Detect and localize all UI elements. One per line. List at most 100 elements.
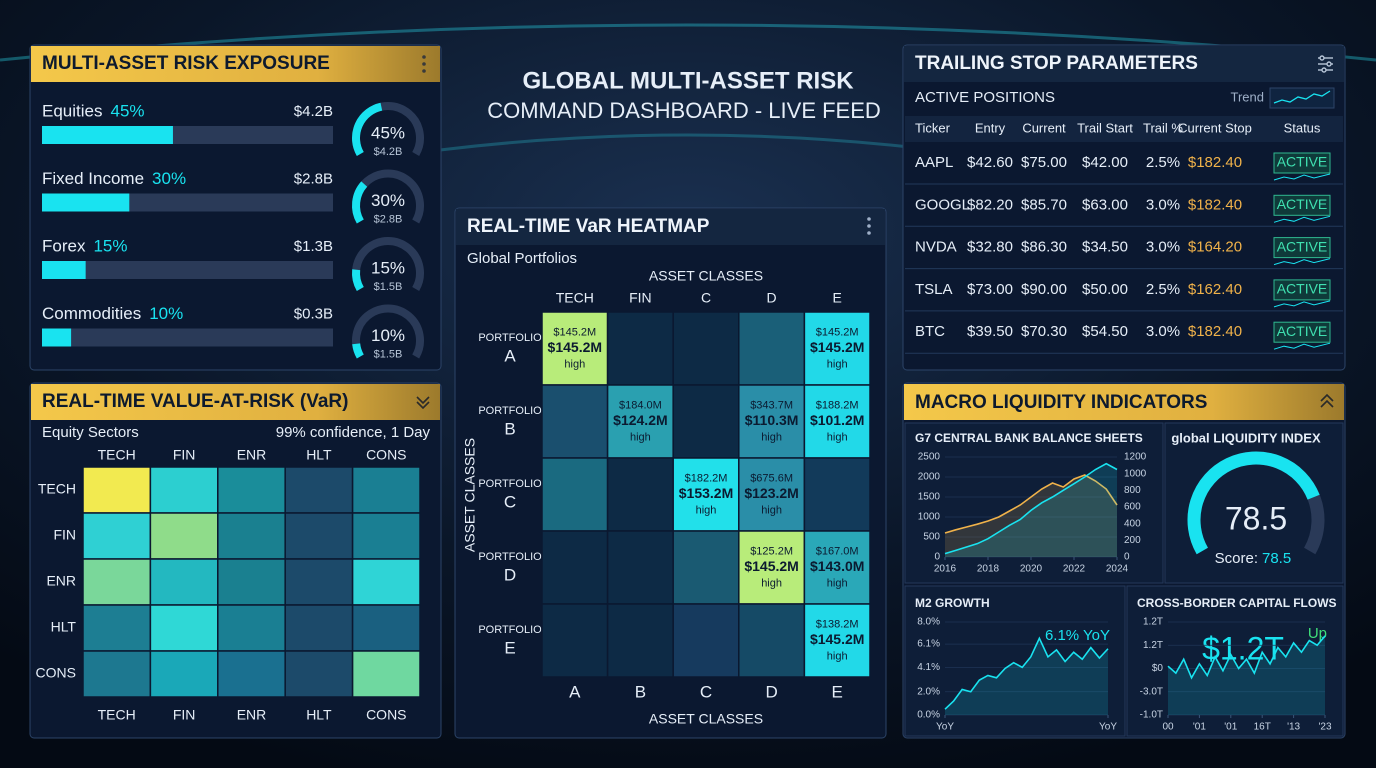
axis-label: ASSET CLASSES — [649, 268, 763, 284]
panel-header — [31, 384, 440, 420]
y-tick-label: 2.0% — [917, 686, 940, 697]
table-cell: AAPL — [915, 154, 953, 171]
heatmap-cell — [541, 603, 609, 678]
status: ACTIVE — [1277, 281, 1328, 297]
row-label: TECH — [38, 481, 76, 497]
column-label: D — [765, 682, 777, 701]
menu-icon[interactable] — [867, 217, 871, 235]
table-cell: $182.40 — [1188, 323, 1242, 340]
table-cell: $42.00 — [1082, 154, 1128, 171]
y-tick-label: 1.2T — [1143, 617, 1163, 628]
gauge-title: global LIQUIDITY INDEX — [1171, 430, 1321, 445]
collapse-icon[interactable] — [416, 396, 430, 405]
column-label: HLT — [306, 707, 332, 723]
status-sparkline — [1273, 173, 1331, 181]
column-label: CONS — [366, 707, 406, 723]
column-label: ENR — [237, 447, 267, 463]
cell-note: high — [827, 577, 848, 589]
table-cell: $85.70 — [1021, 196, 1067, 213]
table-cell: $63.00 — [1082, 196, 1128, 213]
heatmap-cell — [672, 603, 740, 678]
column-label: TECH — [98, 707, 136, 723]
table-cell: $75.00 — [1021, 154, 1067, 171]
status-badge — [1273, 194, 1331, 216]
x-tick-label: 2016 — [934, 564, 957, 575]
area — [945, 475, 1117, 557]
settings-icon[interactable] — [1318, 55, 1333, 73]
annotation: 6.1% YoY — [1045, 627, 1110, 644]
heatmap-cell — [149, 604, 219, 652]
table-cell: $34.50 — [1082, 239, 1128, 256]
gauge-amount: $4.2B — [374, 146, 403, 158]
heatmap-cell — [541, 530, 609, 605]
bar-track — [42, 328, 333, 347]
heatmap-cell — [606, 311, 674, 386]
heatmap-cell — [217, 604, 286, 652]
cell-top: $125.2M — [750, 545, 793, 557]
row-label: A — [504, 346, 516, 365]
x-tick-label: '01 — [1224, 722, 1237, 733]
heatmap-cell — [82, 650, 152, 698]
x-tick-label: 2018 — [977, 564, 1000, 575]
cell-value: $143.0M — [810, 558, 864, 574]
table-cell: $39.50 — [967, 323, 1013, 340]
row-prefix: PORTFOLIO — [478, 551, 542, 563]
x-tick-label: '13 — [1287, 722, 1300, 733]
table-cell: TSLA — [915, 281, 953, 298]
y-tick-label: -3.0T — [1140, 686, 1163, 697]
cell-note: high — [827, 358, 848, 370]
menu-icon[interactable] — [422, 55, 426, 73]
panel-subtitle: ACTIVE POSITIONS — [915, 89, 1055, 106]
table-cell: GOOGL — [915, 196, 970, 213]
row-prefix: PORTFOLIO — [478, 405, 542, 417]
trend: Up — [1308, 625, 1327, 642]
gauge-amount: $1.5B — [374, 281, 403, 293]
column-header: Current — [1022, 120, 1066, 135]
axis-label: ASSET CLASSES — [462, 438, 478, 552]
x-tick-label: YoY — [1099, 722, 1117, 733]
y-tick-label: 600 — [1124, 502, 1141, 513]
y-tick-label: 1500 — [918, 492, 941, 503]
asset-pct: 45% — [110, 101, 144, 120]
status-sparkline — [1273, 215, 1331, 223]
cell-value: $145.2M — [548, 339, 602, 355]
heatmap-cell — [284, 466, 354, 514]
cell-top: $675.6M — [750, 472, 793, 484]
y-tick-label: 0.0% — [917, 710, 940, 721]
heatmap-cell — [351, 604, 421, 652]
gauge-pct: 15% — [371, 258, 405, 277]
column-label: CONS — [366, 447, 406, 463]
column-label: C — [700, 682, 712, 701]
gauge-amount: $1.5B — [374, 348, 403, 360]
table-cell: 3.0% — [1146, 323, 1180, 340]
area — [945, 463, 1117, 557]
heatmap-cell — [82, 558, 152, 606]
table-header — [905, 116, 1343, 142]
column-label: D — [767, 290, 777, 306]
cell-top: $188.2M — [816, 399, 859, 411]
collapse-icon[interactable] — [1320, 393, 1334, 402]
table-cell: BTC — [915, 323, 945, 340]
gauge-fill — [352, 343, 364, 359]
cell-value: $145.2M — [810, 339, 864, 355]
status-sparkline — [1273, 342, 1331, 350]
column-label: C — [701, 290, 711, 306]
y-tick-label: $0 — [1152, 663, 1164, 674]
collapse-icon[interactable] — [416, 401, 430, 410]
collapse-icon[interactable] — [1320, 399, 1334, 408]
table-cell: $90.00 — [1021, 281, 1067, 298]
column-header: Status — [1284, 120, 1321, 135]
cell-note: high — [696, 504, 717, 516]
asset-name: Equities — [42, 101, 102, 120]
row-label: D — [504, 565, 516, 584]
cell-note: high — [630, 431, 651, 443]
cell-top: $138.2M — [816, 618, 859, 630]
heatmap-cell — [738, 530, 806, 605]
table-cell: $162.40 — [1188, 281, 1242, 298]
status-badge — [1273, 279, 1331, 301]
table-cell: 3.0% — [1146, 239, 1180, 256]
heatmap-cell — [672, 311, 740, 386]
cell-value: $123.2M — [744, 485, 798, 501]
gauge-amount: $2.8B — [374, 213, 403, 225]
